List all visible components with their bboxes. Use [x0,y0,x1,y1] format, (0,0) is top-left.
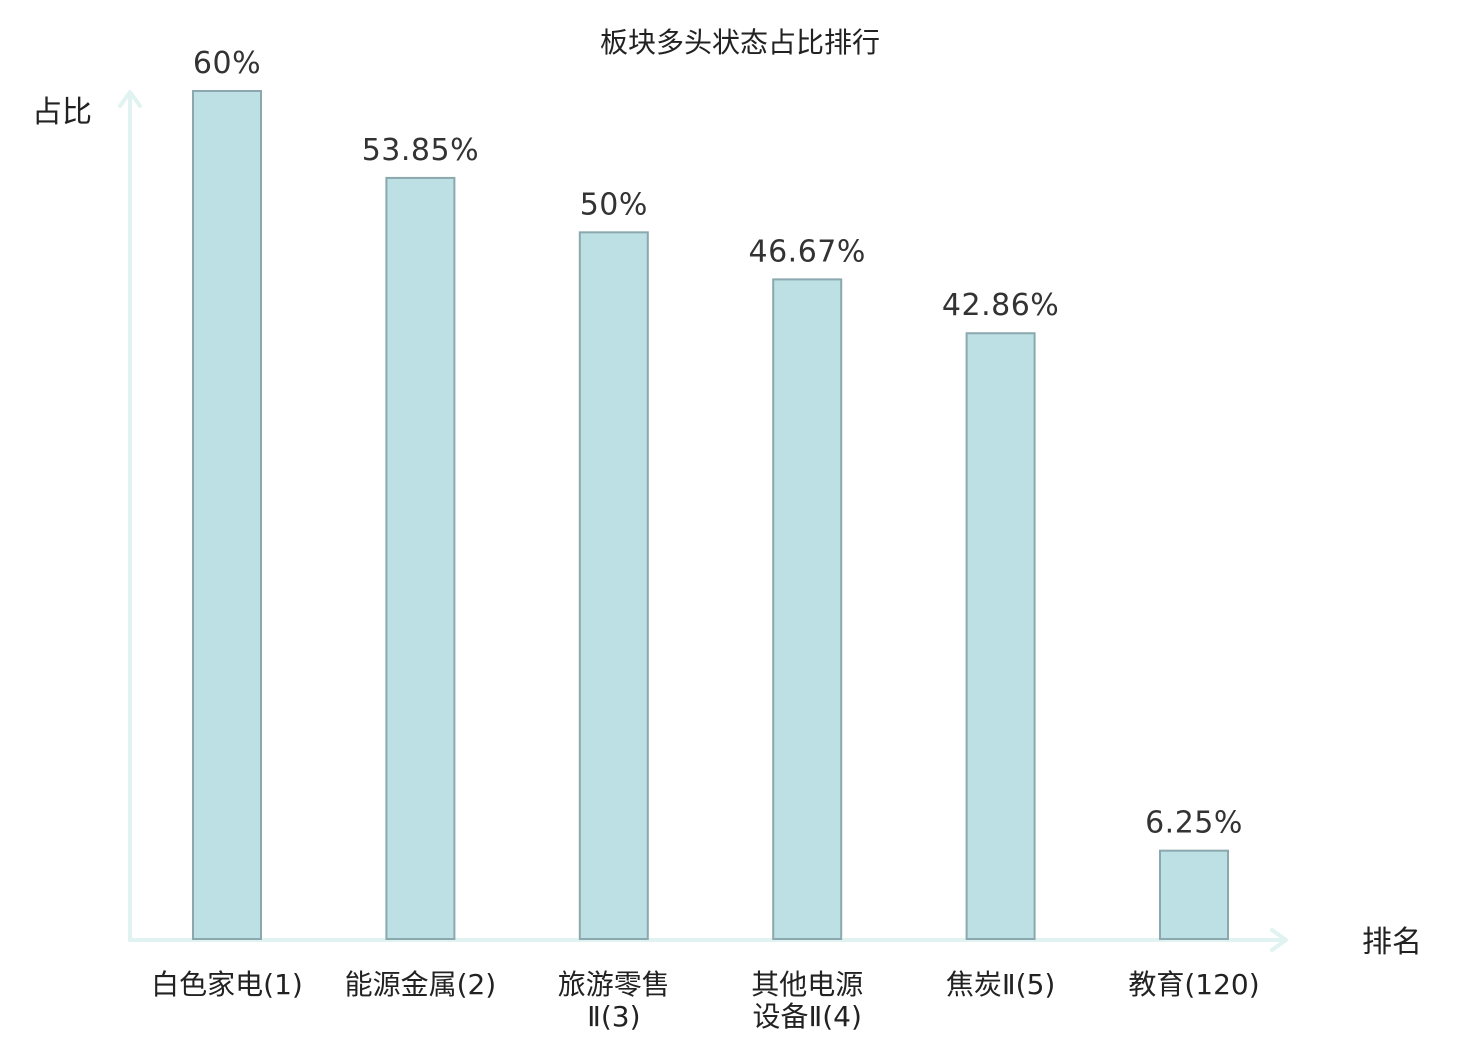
chart-title: 板块多头状态占比排行 [600,26,880,59]
value-label-6: 6.25% [1145,806,1243,841]
x-axis-line [128,928,1288,952]
bar-3 [578,231,649,941]
x-tick-label-5-line-1: 焦炭Ⅱ(5) [946,968,1055,1001]
value-label-3: 50% [580,187,648,222]
x-tick-label-1-line-1: 白色家电(1) [151,968,303,1001]
bar-1 [192,90,262,940]
y-axis-label: 占比 [32,95,92,130]
x-tick-label-6-line-1: 教育(120) [1128,968,1259,1001]
y-axis-line [118,90,142,942]
value-label-4: 46.67% [749,234,866,269]
x-tick-label-3-line-2: Ⅱ(3) [587,1000,640,1033]
value-label-5: 42.86% [942,288,1059,323]
x-tick-label-3-line-1: 旅游零售 [558,968,670,1001]
bar-2 [385,176,456,941]
bar-6 [1159,849,1229,941]
bar-5 [965,332,1036,940]
value-labels-group: 60% 53.85% 50% 46.67% 42.86% 6.25% [193,46,1243,841]
bar-4 [772,278,843,940]
value-label-1: 60% [193,46,261,81]
x-tick-label-4-line-1: 其他电源 [751,968,863,1001]
value-label-2: 53.85% [362,133,479,168]
x-tick-label-4-line-2: 设备Ⅱ(4) [752,1000,861,1033]
x-tick-label-2-line-1: 能源金属(2) [345,968,497,1001]
x-axis-label: 排名 [1362,925,1422,960]
bars-group [192,90,1229,941]
